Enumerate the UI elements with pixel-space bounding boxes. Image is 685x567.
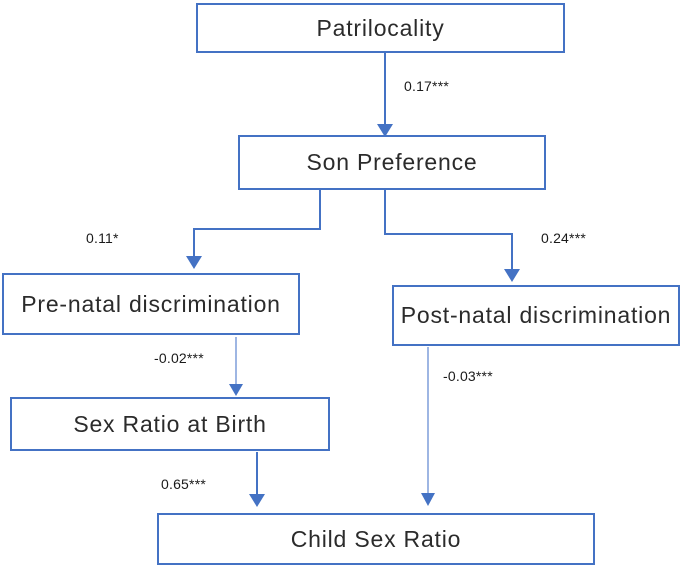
- coef-pre-natal-sex-ratio-at-birth: -0.02***: [154, 350, 204, 366]
- edge-sex-ratio-at-birth-child-sex-ratio-arrow: [249, 452, 265, 507]
- node-son-preference: Son Preference: [238, 135, 546, 190]
- node-son-preference-label: Son Preference: [306, 149, 478, 175]
- edge-pre-natal-sex-ratio-at-birth-arrow: [229, 337, 243, 396]
- edge-post-natal-child-sex-ratio-arrow: [421, 347, 435, 506]
- node-patrilocality-label: Patrilocality: [316, 14, 445, 41]
- coef-son-preference-pre-natal: 0.11*: [86, 230, 119, 246]
- coef-post-natal-child-sex-ratio: -0.03***: [443, 368, 493, 384]
- node-child-sex-ratio-label: Child Sex Ratio: [290, 525, 462, 552]
- edge-patrilocality-son-preference-arrow: [377, 53, 393, 137]
- node-patrilocality: Patrilocality: [196, 3, 565, 53]
- node-child-sex-ratio: Child Sex Ratio: [157, 513, 595, 565]
- coef-son-preference-post-natal: 0.24***: [541, 230, 586, 246]
- node-sex-ratio-at-birth: Sex Ratio at Birth: [10, 397, 330, 451]
- coef-sex-ratio-at-birth-child-sex-ratio: 0.65***: [161, 476, 206, 492]
- node-post-natal-discrimination-label: Post-natal discrimination: [400, 302, 672, 328]
- node-sex-ratio-at-birth-label: Sex Ratio at Birth: [73, 410, 267, 437]
- edge-son-preference-pre-natal-arrow: [186, 190, 321, 269]
- coef-patrilocality-son-preference: 0.17***: [404, 78, 449, 94]
- node-pre-natal-discrimination: Pre-natal discrimination: [2, 273, 300, 335]
- node-pre-natal-discrimination-label: Pre-natal discrimination: [21, 290, 281, 317]
- node-post-natal-discrimination: Post-natal discrimination: [392, 285, 680, 346]
- edge-son-preference-post-natal-arrow: [384, 190, 520, 282]
